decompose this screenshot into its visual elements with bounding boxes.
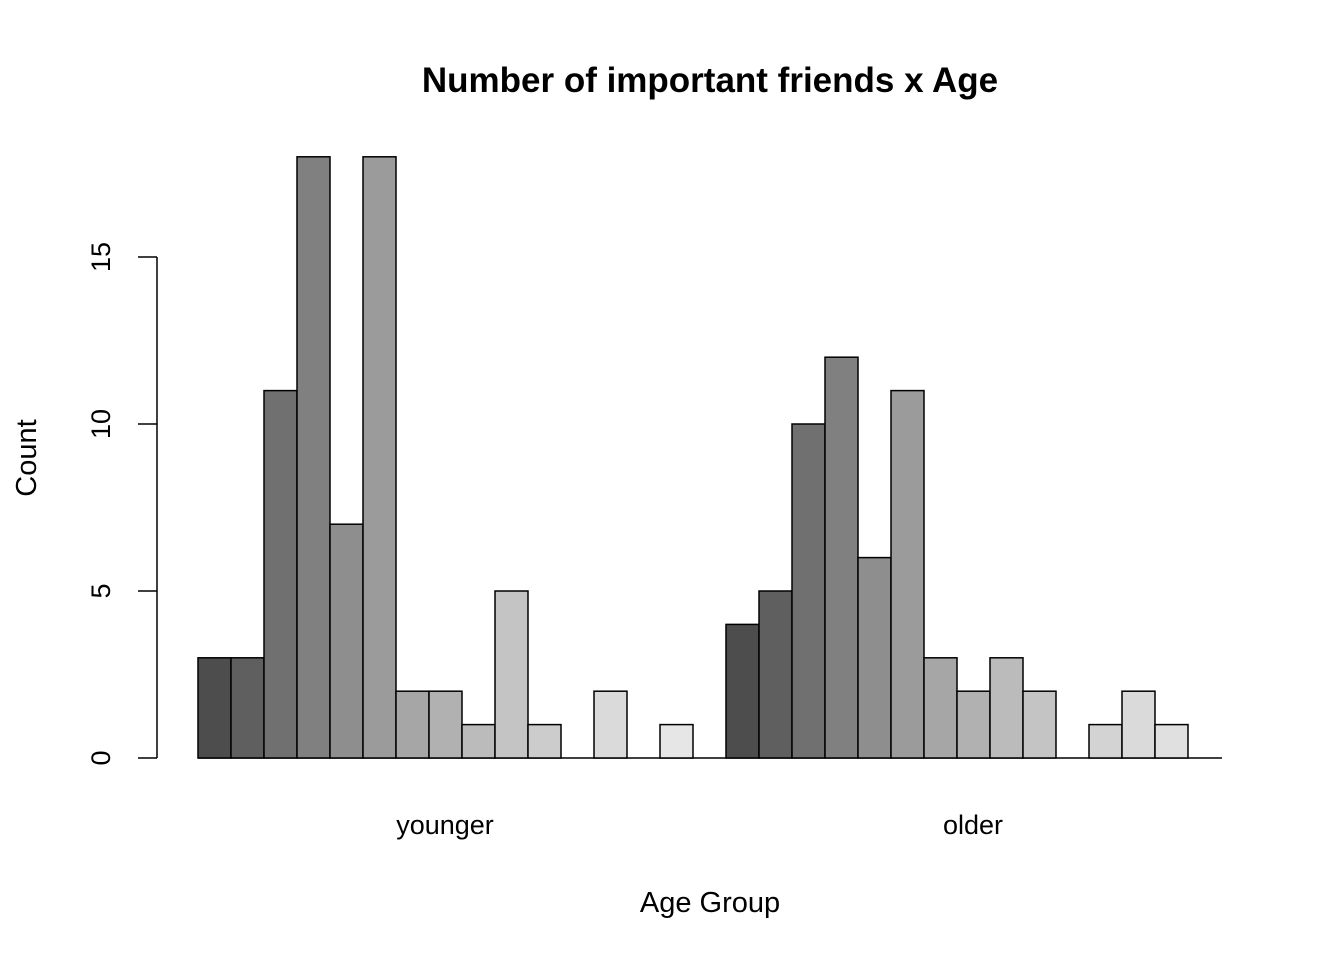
- x-axis-label: Age Group: [640, 887, 780, 919]
- y-tick-label: 0: [86, 750, 116, 765]
- x-category-label-older: older: [943, 810, 1003, 840]
- bar-younger-2: [230, 657, 265, 759]
- bar-older-9: [989, 657, 1024, 759]
- bar-older-13: [1121, 690, 1156, 759]
- bar-younger-15: [659, 723, 694, 759]
- y-tick-label: 5: [86, 583, 116, 598]
- bar-younger-10: [494, 590, 529, 759]
- bar-younger-3: [263, 389, 298, 759]
- bar-older-14: [1154, 723, 1189, 759]
- bar-older-7: [923, 657, 958, 759]
- y-tick-label: 15: [86, 242, 116, 272]
- bar-older-2: [758, 590, 793, 759]
- y-tick-label: 10: [86, 409, 116, 439]
- bars-layer: [197, 156, 1189, 759]
- bar-younger-8: [428, 690, 463, 759]
- bar-older-8: [956, 690, 991, 759]
- bar-older-1: [725, 623, 760, 759]
- bar-younger-9: [461, 723, 496, 759]
- x-category-label-younger: younger: [396, 810, 494, 840]
- bar-younger-6: [362, 156, 397, 759]
- bar-older-5: [857, 556, 892, 759]
- bar-older-6: [890, 389, 925, 759]
- y-axis: 0 5 10 15: [86, 242, 1222, 766]
- bar-younger-4: [296, 156, 331, 759]
- bar-older-3: [791, 423, 826, 759]
- bar-older-10: [1022, 690, 1057, 759]
- bar-younger-1: [197, 657, 232, 759]
- bar-younger-5: [329, 523, 364, 759]
- bar-older-12: [1088, 723, 1123, 759]
- y-axis-label: Count: [11, 419, 43, 496]
- bar-older-4: [824, 356, 859, 759]
- chart-title: Number of important friends x Age: [422, 61, 998, 100]
- bar-younger-11: [527, 723, 562, 759]
- bar-younger-13: [593, 690, 628, 759]
- bar-younger-7: [395, 690, 430, 759]
